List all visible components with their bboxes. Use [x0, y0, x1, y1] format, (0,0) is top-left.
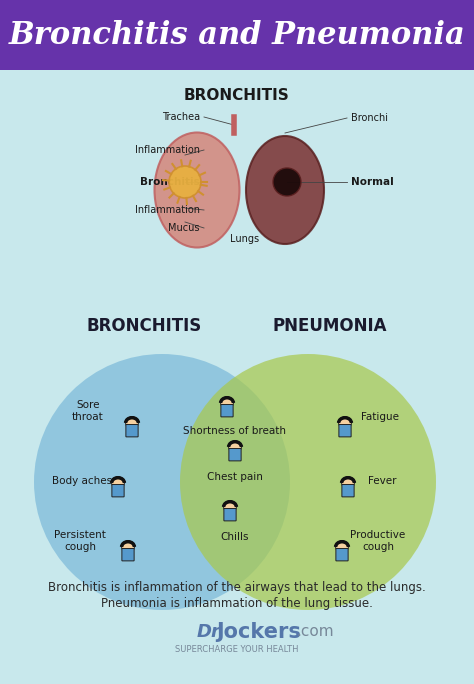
FancyBboxPatch shape [0, 0, 474, 70]
FancyBboxPatch shape [342, 484, 354, 497]
Circle shape [338, 417, 351, 430]
Text: Pneumonia is inflammation of the lung tissue.: Pneumonia is inflammation of the lung ti… [101, 598, 373, 611]
Text: SUPERCHARGE YOUR HEALTH: SUPERCHARGE YOUR HEALTH [175, 646, 299, 655]
Circle shape [34, 354, 290, 610]
Text: Chest pain: Chest pain [207, 472, 263, 482]
FancyBboxPatch shape [221, 404, 233, 417]
FancyBboxPatch shape [224, 508, 236, 521]
Text: Productive
cough: Productive cough [350, 530, 406, 552]
Text: .com: .com [296, 624, 334, 640]
Text: Bronchitis is inflammation of the airways that lead to the lungs.: Bronchitis is inflammation of the airway… [48, 581, 426, 594]
Text: Fever: Fever [368, 476, 396, 486]
Ellipse shape [155, 133, 239, 248]
Circle shape [224, 501, 237, 513]
FancyBboxPatch shape [122, 549, 134, 561]
Text: Chills: Chills [221, 532, 249, 542]
Text: Shortness of breath: Shortness of breath [183, 426, 286, 436]
Text: Persistent
cough: Persistent cough [54, 530, 106, 552]
Circle shape [111, 477, 124, 489]
Circle shape [336, 540, 348, 553]
Text: Mucus: Mucus [168, 223, 200, 233]
Text: PNEUMONIA: PNEUMONIA [273, 317, 387, 335]
Ellipse shape [246, 136, 324, 244]
Text: BRONCHITIS: BRONCHITIS [184, 88, 290, 103]
FancyBboxPatch shape [126, 425, 138, 437]
FancyBboxPatch shape [336, 549, 348, 561]
Text: Jockers: Jockers [216, 622, 301, 642]
Text: Lungs: Lungs [230, 234, 260, 244]
Circle shape [126, 417, 138, 430]
Text: BRONCHITIS: BRONCHITIS [86, 317, 201, 335]
Text: Inflammation: Inflammation [135, 205, 200, 215]
Circle shape [342, 477, 355, 489]
Text: Bronchi: Bronchi [351, 113, 388, 123]
Text: Inflammation: Inflammation [135, 145, 200, 155]
Circle shape [122, 540, 135, 553]
Text: Normal: Normal [351, 177, 394, 187]
Text: Bronchitis: Bronchitis [140, 177, 200, 187]
Circle shape [180, 354, 436, 610]
Circle shape [220, 397, 233, 409]
Text: Bronchitis and Pneumonia: Bronchitis and Pneumonia [9, 20, 465, 51]
Text: Fatigue: Fatigue [361, 412, 399, 422]
Circle shape [169, 166, 201, 198]
Text: Sore
throat: Sore throat [72, 400, 104, 422]
Text: Dr: Dr [197, 623, 221, 641]
FancyBboxPatch shape [339, 425, 351, 437]
Circle shape [228, 440, 241, 453]
FancyBboxPatch shape [0, 70, 474, 684]
Text: Body aches: Body aches [52, 476, 112, 486]
Text: Trachea: Trachea [162, 112, 200, 122]
FancyBboxPatch shape [229, 449, 241, 461]
Circle shape [273, 168, 301, 196]
FancyBboxPatch shape [112, 484, 124, 497]
